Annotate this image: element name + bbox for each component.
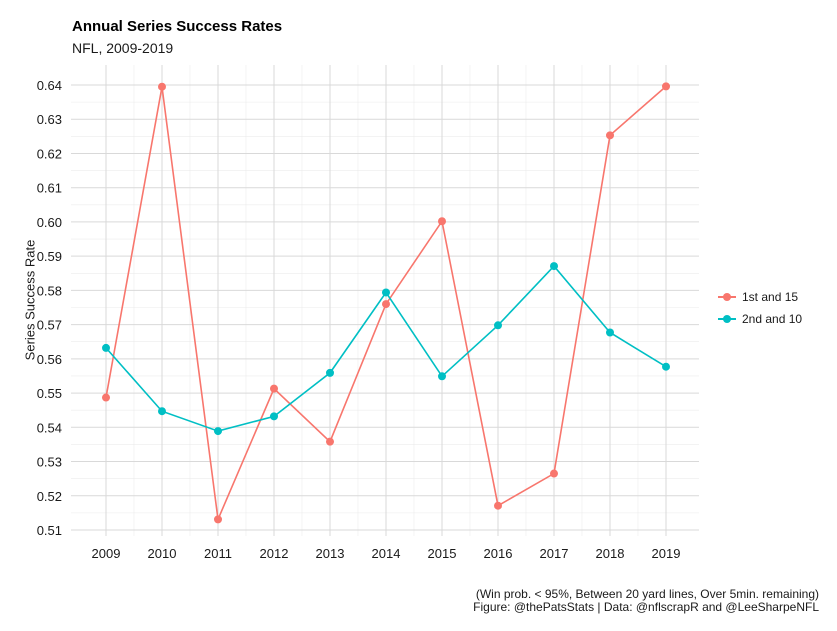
data-point-1st-and-15 [382, 300, 390, 309]
legend-item-2nd-and-10: 2nd and 10 [718, 308, 802, 330]
data-point-2nd-and-10 [158, 407, 166, 416]
y-tick-label: 0.57 [37, 318, 62, 333]
chart-title: Annual Series Success Rates [72, 18, 283, 35]
data-point-2nd-and-10 [270, 412, 278, 421]
data-point-1st-and-15 [606, 131, 614, 140]
data-point-1st-and-15 [662, 82, 670, 91]
data-point-1st-and-15 [214, 515, 222, 524]
y-tick-label: 0.58 [37, 283, 62, 298]
data-point-1st-and-15 [550, 469, 558, 478]
x-tick-label: 2011 [204, 546, 232, 561]
x-tick-label: 2019 [652, 546, 681, 561]
y-tick-label: 0.62 [37, 146, 62, 161]
y-tick-label: 0.59 [37, 249, 62, 264]
data-point-2nd-and-10 [438, 372, 446, 381]
data-point-1st-and-15 [326, 437, 334, 446]
y-tick-label: 0.53 [37, 455, 62, 470]
caption-line-1: (Win prob. < 95%, Between 20 yard lines,… [475, 587, 819, 601]
chart-subtitle: NFL, 2009-2019 [72, 40, 174, 56]
x-tick-label: 2013 [316, 546, 345, 561]
y-tick-label: 0.55 [37, 386, 62, 401]
y-tick-label: 0.63 [37, 112, 62, 127]
data-point-2nd-and-10 [382, 288, 390, 297]
x-tick-label: 2014 [372, 546, 401, 561]
y-tick-label: 0.56 [37, 352, 62, 367]
y-tick-label: 0.51 [37, 523, 62, 538]
data-point-2nd-and-10 [494, 321, 502, 330]
x-tick-label: 2018 [596, 546, 625, 561]
data-point-1st-and-15 [494, 501, 502, 510]
y-tick-label: 0.54 [37, 420, 62, 435]
x-tick-label: 2009 [92, 546, 121, 561]
x-tick-label: 2010 [148, 546, 177, 561]
legend-key-2nd-and-10 [718, 311, 736, 327]
data-point-2nd-and-10 [550, 262, 558, 271]
caption-line-2: Figure: @thePatsStats | Data: @nflscrapR… [473, 600, 819, 614]
y-tick-label: 0.52 [37, 489, 62, 504]
y-tick-label: 0.61 [37, 181, 62, 196]
legend-item-1st-and-15: 1st and 15 [718, 286, 802, 308]
x-tick-label: 2012 [260, 546, 289, 561]
legend-label-1st-and-15: 1st and 15 [742, 290, 799, 304]
y-tick-label: 0.64 [37, 78, 62, 93]
data-point-1st-and-15 [158, 82, 166, 91]
legend-key-1st-and-15 [718, 289, 736, 305]
data-point-2nd-and-10 [606, 328, 614, 337]
x-tick-label: 2016 [484, 546, 513, 561]
data-point-1st-and-15 [438, 217, 446, 226]
data-point-1st-and-15 [102, 393, 110, 402]
x-tick-label: 2015 [428, 546, 457, 561]
data-point-2nd-and-10 [326, 368, 334, 377]
y-tick-label: 0.60 [37, 215, 62, 230]
legend-label-2nd-and-10: 2nd and 10 [742, 312, 803, 326]
chart-caption: (Win prob. < 95%, Between 20 yard lines,… [473, 588, 819, 614]
data-point-2nd-and-10 [214, 427, 222, 436]
data-point-2nd-and-10 [102, 343, 110, 352]
legend: 1st and 15 2nd and 10 [718, 286, 802, 330]
x-tick-label: 2017 [540, 546, 569, 561]
data-point-1st-and-15 [270, 384, 278, 393]
data-point-2nd-and-10 [662, 362, 670, 371]
